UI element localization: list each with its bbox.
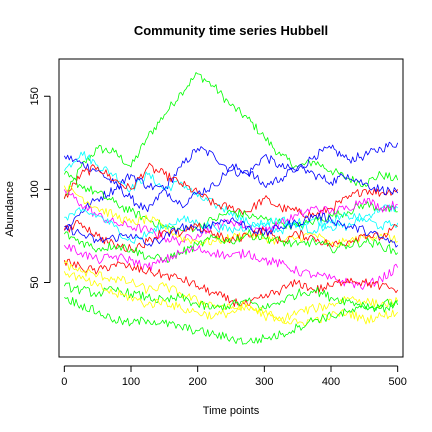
- x-axis: 0 100 200 300 400 500: [61, 365, 407, 388]
- x-tick-label: 400: [322, 376, 340, 388]
- series-line-17: [63, 271, 399, 327]
- x-tick-label: 500: [388, 376, 406, 388]
- series-line-5: [64, 163, 399, 231]
- plot-area-frame: [58, 58, 404, 358]
- y-axis: 50 100 150: [29, 87, 51, 289]
- series-line-10: [63, 219, 398, 253]
- y-tick-label: 150: [29, 87, 41, 105]
- series-line-4: [63, 162, 399, 218]
- series-line-6: [63, 170, 398, 234]
- x-axis-label: Time points: [203, 405, 260, 417]
- x-tick-label: 300: [255, 376, 273, 388]
- x-tick-label: 200: [188, 376, 206, 388]
- series-line-18: [64, 296, 398, 345]
- y-tick-label: 100: [29, 180, 41, 198]
- y-tick-label: 50: [29, 276, 41, 288]
- series-line-14: [63, 258, 399, 307]
- y-axis-label: Abundance: [4, 181, 16, 237]
- series-line-15: [63, 260, 399, 324]
- series-line-13: [63, 243, 399, 290]
- x-tick-label: 100: [122, 376, 140, 388]
- series-line-11: [64, 212, 398, 248]
- series-line-7: [63, 189, 398, 246]
- series-line-12: [63, 229, 398, 263]
- series-line-8: [63, 184, 398, 247]
- chart-title: Community time series Hubbell: [134, 23, 328, 38]
- series-line-1: [63, 72, 399, 199]
- series-group: [63, 72, 399, 345]
- x-tick-label: 0: [61, 376, 67, 388]
